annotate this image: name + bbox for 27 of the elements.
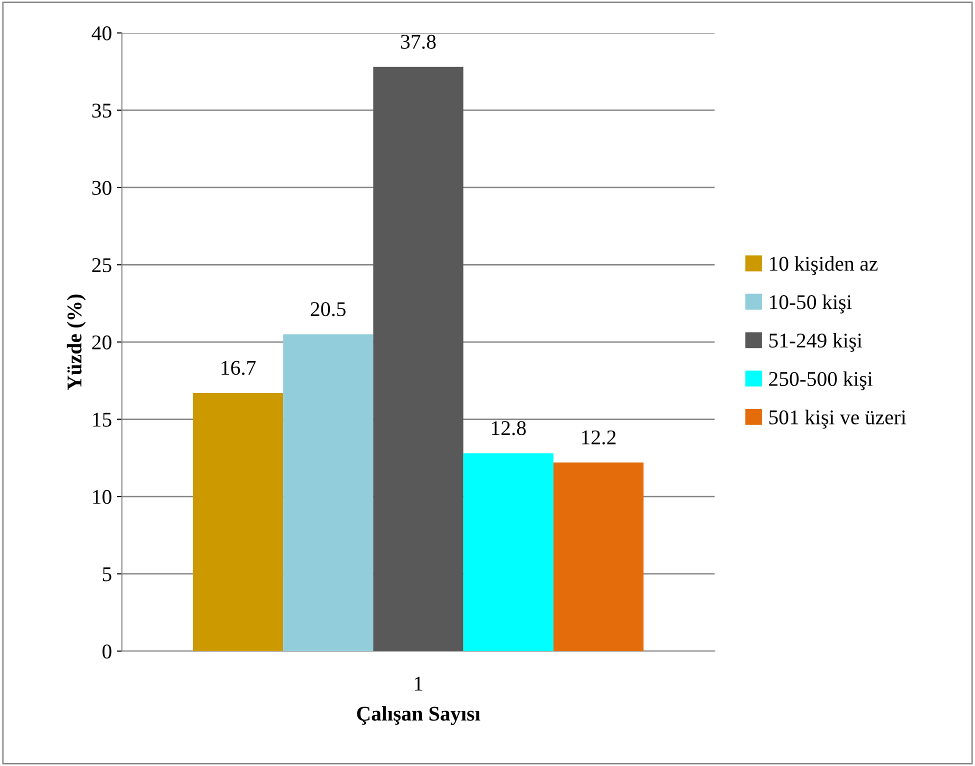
data-label: 16.7 xyxy=(222,360,256,375)
y-tick-label: 10 xyxy=(93,490,112,504)
y-tick-label: 5 xyxy=(102,567,112,582)
bar xyxy=(373,66,464,652)
y-axis-title: Yüzde (%) xyxy=(66,294,86,390)
legend-label: 10 kişiden az xyxy=(770,256,878,276)
y-tick-label: 25 xyxy=(92,258,112,272)
y-tick-label: 35 xyxy=(92,104,112,118)
y-tick-label: 40 xyxy=(92,26,112,40)
legend-label: 51-249 kişi xyxy=(769,332,862,352)
data-label: 12.8 xyxy=(492,421,526,436)
legend-label: 10-50 kişi xyxy=(770,294,852,314)
x-tick-label: 1 xyxy=(414,676,422,691)
data-label: 20.5 xyxy=(310,302,346,316)
y-tick-label: 0 xyxy=(102,644,112,659)
legend-label: 501 kişi ve üzeri xyxy=(769,410,906,429)
data-label: 12.2 xyxy=(582,430,616,445)
bar xyxy=(463,453,554,652)
x-axis-title: Çalışan Sayısı xyxy=(357,706,480,726)
bar xyxy=(553,462,644,652)
data-label: 37.8 xyxy=(401,34,436,49)
bar xyxy=(283,334,374,652)
y-tick-label: 15 xyxy=(93,412,112,427)
legend-label: 250-500 kişi xyxy=(769,371,873,390)
y-tick-label: 20 xyxy=(92,335,112,350)
y-tick-label: 30 xyxy=(92,180,112,195)
bar xyxy=(193,393,284,652)
